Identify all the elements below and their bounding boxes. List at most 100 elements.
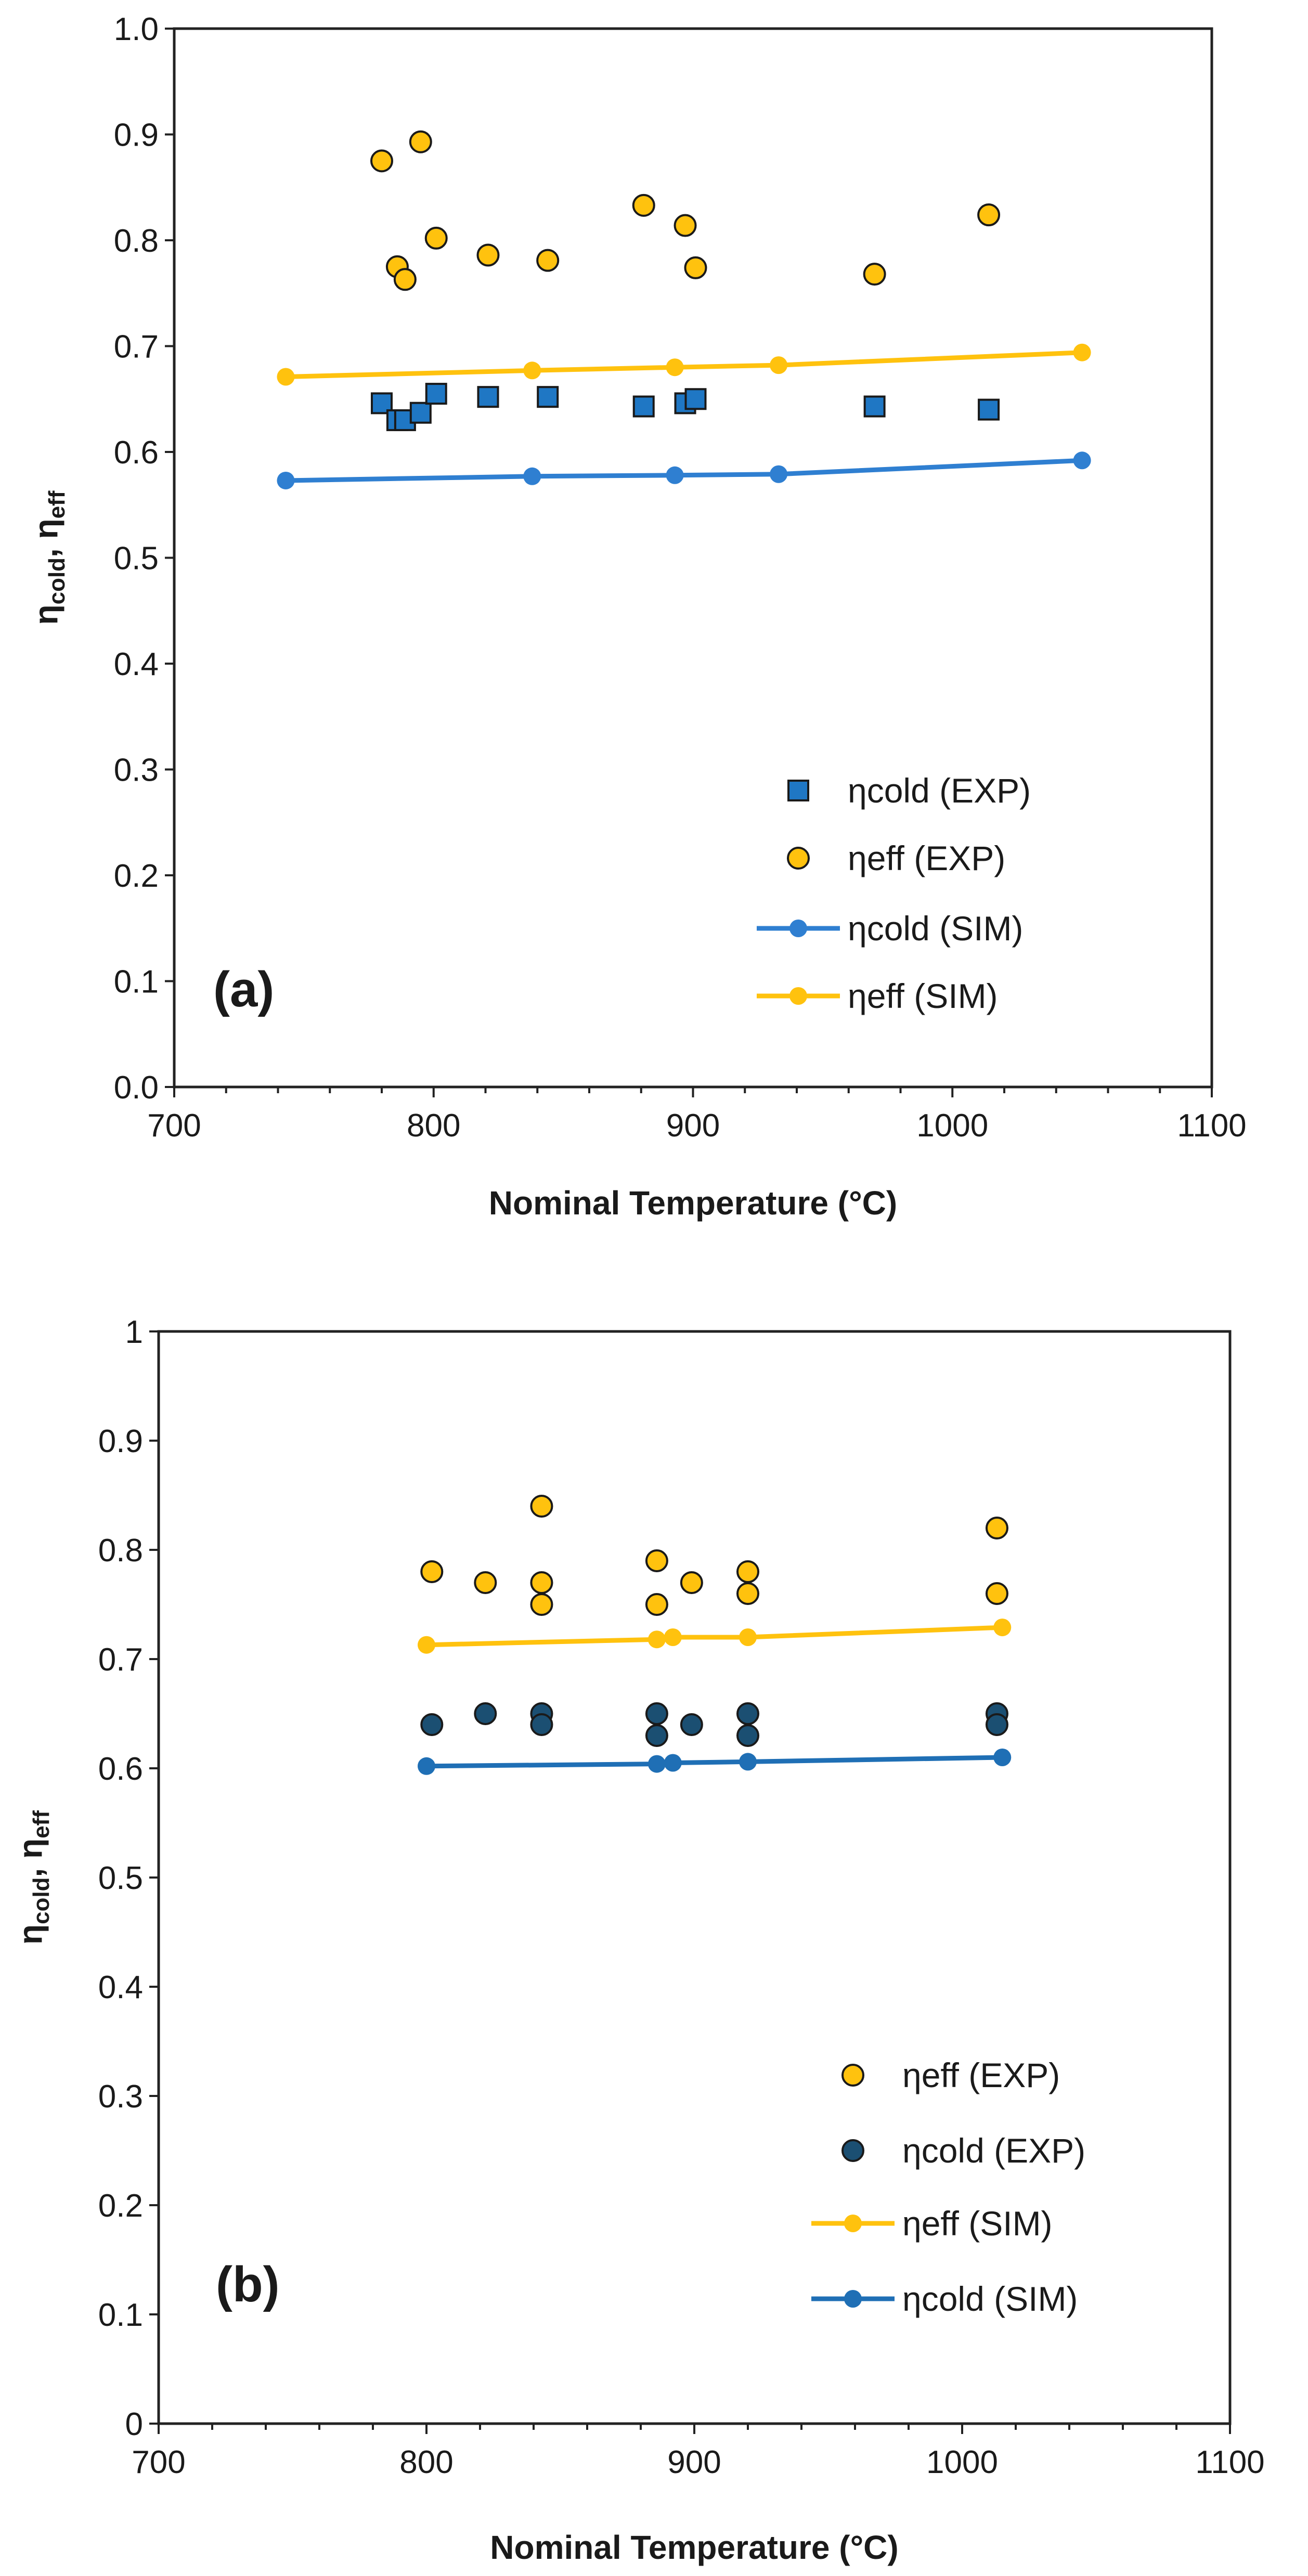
data-point [474,1702,497,1725]
y-axis-title: ηcold, ηeff [27,490,70,625]
legend-marker [844,2215,862,2232]
x-tick-label: 700 [147,1108,201,1144]
data-point [985,1582,1008,1605]
data-point [736,1582,759,1605]
legend-item: ηeff (SIM) [757,977,998,1015]
data-point [393,268,417,291]
y-tick-label: 1 [125,1314,143,1350]
data-point [409,130,432,153]
data-point [530,1495,553,1518]
series-sim-2 [418,1619,1012,1654]
data-point [993,1749,1012,1766]
chart-a: 0.0 0.1 0.2 0.3 0.4 0.5 0.6 0.7 0.8 0.9 1.0 700 800 9… [27,11,1247,1222]
data-point [277,471,295,489]
series-exp-1 [370,130,1001,291]
legend-marker [787,847,810,870]
data-point [993,1619,1012,1637]
y-tick-label: 0.2 [98,2188,143,2224]
data-point [863,263,886,286]
data-point [530,1571,553,1594]
data-point [664,1754,682,1772]
data-point [632,395,655,418]
legend-item: ηeff (EXP) [841,2056,1060,2094]
legend-item: ηcold (EXP) [841,2131,1085,2170]
data-point [370,149,393,173]
legend-label: ηeff (SIM) [902,2204,1053,2243]
y-tick-label: 0.6 [114,435,159,471]
x-tick-label: 800 [407,1108,460,1144]
legend-marker [789,920,807,937]
legend-label: ηcold (EXP) [848,771,1031,810]
y-axis-title-base: η [27,604,64,625]
data-point [863,395,886,418]
y-axis-title-sub1: cold [29,1877,54,1924]
data-point [418,1757,435,1775]
x-tick-label: 900 [666,1108,720,1144]
x-tick-label: 800 [399,2444,453,2480]
y-tick-label: 0.4 [98,1970,143,2005]
data-point [647,1755,666,1773]
data-point [424,226,448,250]
data-point [977,203,1001,227]
y-tick-label: 0.4 [114,646,159,682]
y-tick-label: 0.5 [114,541,159,577]
data-point [978,398,1000,421]
legend: ηcold (EXP) ηeff (EXP) ηcold (SIM) ηeff (SI… [757,771,1031,1015]
data-point [674,214,697,237]
legend-item: ηeff (EXP) [787,839,1005,877]
y-tick-label: 0 [125,2406,143,2442]
data-point [1073,451,1091,470]
data-point [985,1713,1008,1736]
data-point [645,1702,668,1725]
y-axis-title-sep: , η [27,519,64,558]
data-point [536,249,560,272]
data-point [409,402,432,424]
data-point [684,256,707,279]
data-point [420,1560,444,1583]
legend-marker [787,780,809,801]
legend-item: ηcold (EXP) [787,771,1031,810]
legend-label: ηeff (EXP) [848,839,1005,877]
data-point [645,1593,668,1616]
legend-item: ηcold (SIM) [757,909,1023,948]
y-axis-title-sub2: eff [29,1810,54,1839]
data-point [664,1628,682,1646]
x-tick-label: 1100 [1195,2444,1264,2480]
series-sim-3 [418,1749,1012,1775]
legend-label: ηeff (SIM) [848,977,998,1015]
x-tick-label: 1100 [1177,1108,1246,1144]
y-tick-label: 0.9 [114,118,159,153]
data-point [684,388,707,410]
y-axis-title-base: η [11,1924,49,1945]
data-point [666,358,684,377]
y-tick-label: 0.6 [98,1751,143,1787]
x-tick-label: 1000 [916,1108,988,1144]
y-tick-label: 0.8 [98,1533,143,1569]
legend-label: ηcold (EXP) [902,2131,1085,2170]
y-tick-label: 0.3 [98,2079,143,2115]
legend-marker [841,2064,864,2087]
x-axis-title: Nominal Temperature (°C) [490,2529,898,2566]
data-point [680,1713,703,1736]
data-point [736,1724,759,1747]
y-axis-title-sep: , η [11,1839,49,1878]
legend-marker [844,2290,862,2308]
panel-label: (b) [216,2257,280,2312]
data-point [418,1636,435,1654]
x-axis-title: Nominal Temperature (°C) [489,1184,897,1222]
data-point [736,1702,759,1725]
data-point [666,466,684,484]
y-axis-title: ηcold, ηeff [11,1810,54,1945]
data-point [425,383,447,405]
data-point [530,1593,553,1616]
y-tick-label: 0.8 [114,223,159,259]
data-point [645,1549,668,1572]
y-axis-title-sub1: cold [44,558,70,604]
y-tick-label: 0.7 [98,1642,143,1678]
data-point [739,1753,757,1771]
data-point [474,1571,497,1594]
legend-item: ηcold (SIM) [811,2280,1078,2318]
chart-b: 0 0.1 0.2 0.3 0.4 0.5 0.6 0.7 0.8 0.9 1 700 800 900 10… [11,1314,1265,2566]
data-point [537,386,559,408]
